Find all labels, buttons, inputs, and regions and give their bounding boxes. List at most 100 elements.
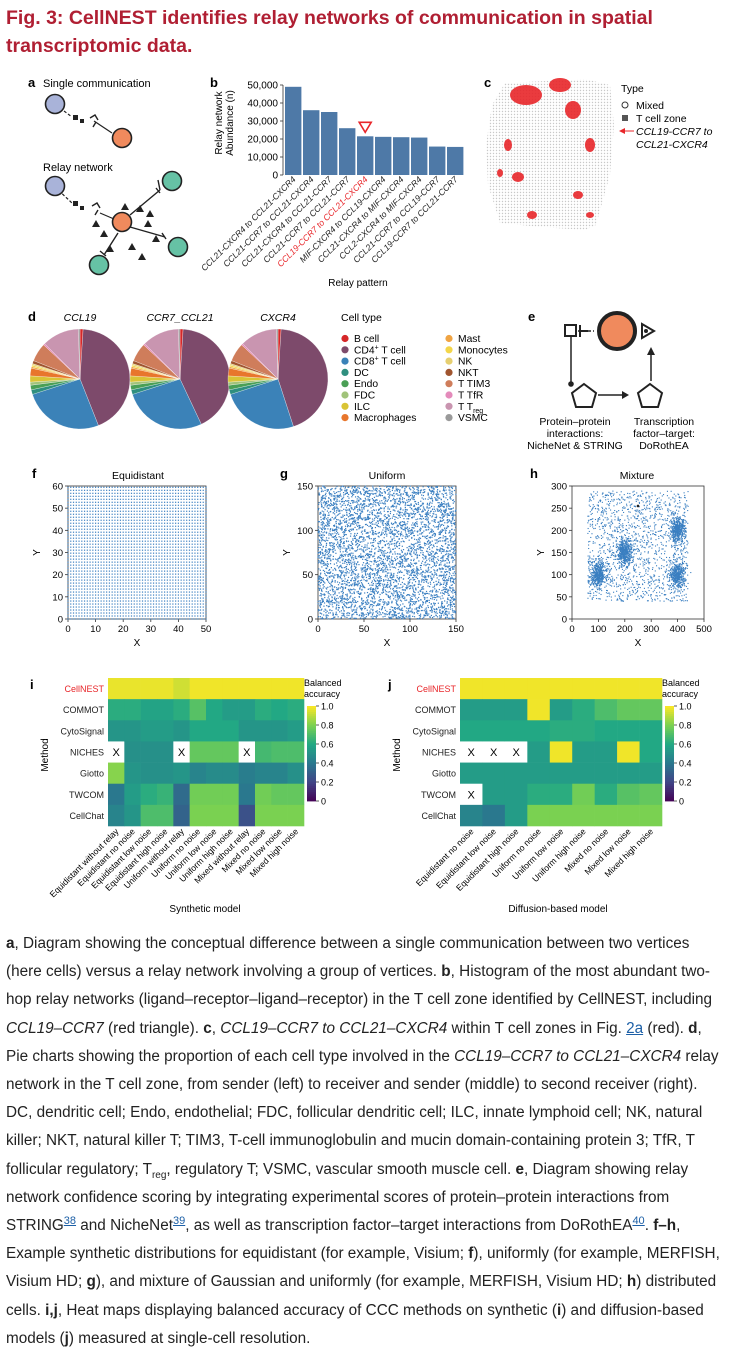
- f-point: [75, 558, 77, 560]
- f-point: [114, 489, 116, 491]
- f-point: [169, 501, 171, 503]
- g-point: [324, 572, 326, 574]
- g-point: [374, 598, 376, 600]
- f-point: [114, 528, 116, 530]
- f-point: [108, 612, 110, 614]
- f-point: [194, 537, 196, 539]
- panel-a: a Single communication Relay network: [28, 75, 189, 276]
- f-point: [180, 606, 182, 608]
- f-point: [188, 510, 191, 512]
- g-point: [430, 595, 432, 597]
- d-legend-label: NK: [458, 357, 472, 368]
- g-point: [446, 608, 448, 610]
- g-point: [383, 583, 386, 585]
- g-point: [389, 560, 391, 562]
- f-point: [147, 519, 149, 521]
- g-point: [323, 511, 325, 513]
- f-point: [155, 585, 157, 587]
- f-point: [186, 501, 188, 503]
- f-point: [75, 543, 77, 545]
- g-point: [402, 500, 404, 502]
- f-point: [197, 513, 199, 515]
- f-point: [67, 486, 69, 488]
- f-point: [158, 612, 160, 614]
- f-point: [81, 534, 83, 536]
- g-point: [361, 599, 363, 601]
- f-point: [108, 582, 110, 584]
- f-point: [130, 615, 133, 617]
- f-point: [177, 540, 179, 542]
- g-point: [423, 523, 425, 526]
- f-point: [128, 531, 130, 533]
- g-point: [366, 532, 368, 534]
- g-point: [331, 600, 333, 602]
- c-legend-mixed: Mixed: [636, 100, 664, 112]
- g-point: [443, 605, 446, 607]
- g-point: [361, 576, 363, 578]
- g-point: [449, 491, 451, 493]
- f-point: [166, 570, 168, 572]
- f-point: [75, 507, 77, 509]
- f-point: [70, 576, 72, 578]
- g-point: [388, 497, 390, 499]
- f-point: [130, 576, 133, 578]
- f-point: [141, 618, 144, 620]
- f-point: [199, 534, 202, 536]
- pie-slice: [32, 378, 99, 430]
- g-point: [346, 559, 348, 561]
- f-point: [81, 573, 83, 575]
- g-point: [444, 536, 446, 538]
- f-point: [122, 516, 124, 518]
- f-point: [128, 618, 130, 620]
- f-point: [161, 510, 163, 512]
- g-point: [432, 530, 435, 532]
- f-point: [183, 549, 185, 551]
- t-cell-legend-marker: [622, 115, 628, 121]
- f-point: [81, 492, 83, 494]
- f-point: [141, 546, 144, 548]
- b-ylabel-line1: Relay network: [214, 90, 225, 154]
- f-point: [194, 498, 196, 500]
- f-point: [130, 591, 133, 593]
- g-point: [433, 563, 436, 565]
- f-point: [180, 531, 182, 533]
- g-point: [404, 526, 406, 528]
- g-point: [398, 577, 400, 580]
- f-point: [103, 504, 105, 506]
- g-point: [376, 520, 379, 522]
- g-point: [323, 513, 325, 515]
- g-point: [354, 567, 357, 569]
- f-point: [175, 543, 177, 545]
- f-point: [133, 549, 135, 551]
- f-point: [97, 534, 99, 536]
- g-point: [335, 611, 337, 613]
- f-point: [100, 531, 102, 533]
- f-point: [89, 531, 91, 533]
- f-point: [183, 519, 185, 521]
- f-point: [75, 486, 77, 488]
- f-point: [117, 603, 119, 605]
- f-point: [83, 537, 86, 539]
- g-point: [356, 488, 358, 491]
- f-point: [158, 513, 160, 515]
- g-point: [346, 580, 348, 583]
- f-point: [155, 567, 157, 569]
- g-point: [442, 560, 444, 562]
- f-point: [166, 609, 168, 611]
- g-point: [395, 499, 397, 501]
- f-ytick-label: 30: [52, 548, 63, 559]
- f-point: [152, 552, 155, 554]
- f-point: [161, 591, 163, 593]
- g-point: [434, 612, 436, 614]
- f-point: [191, 531, 193, 533]
- f-point: [114, 501, 116, 503]
- g-point: [413, 568, 415, 570]
- g-point: [374, 558, 376, 560]
- f-point: [108, 489, 110, 491]
- f-point: [106, 591, 108, 593]
- g-point: [320, 503, 323, 506]
- f-point: [177, 609, 179, 611]
- f-point: [86, 537, 88, 539]
- g-point: [350, 547, 352, 549]
- f-point: [180, 486, 182, 488]
